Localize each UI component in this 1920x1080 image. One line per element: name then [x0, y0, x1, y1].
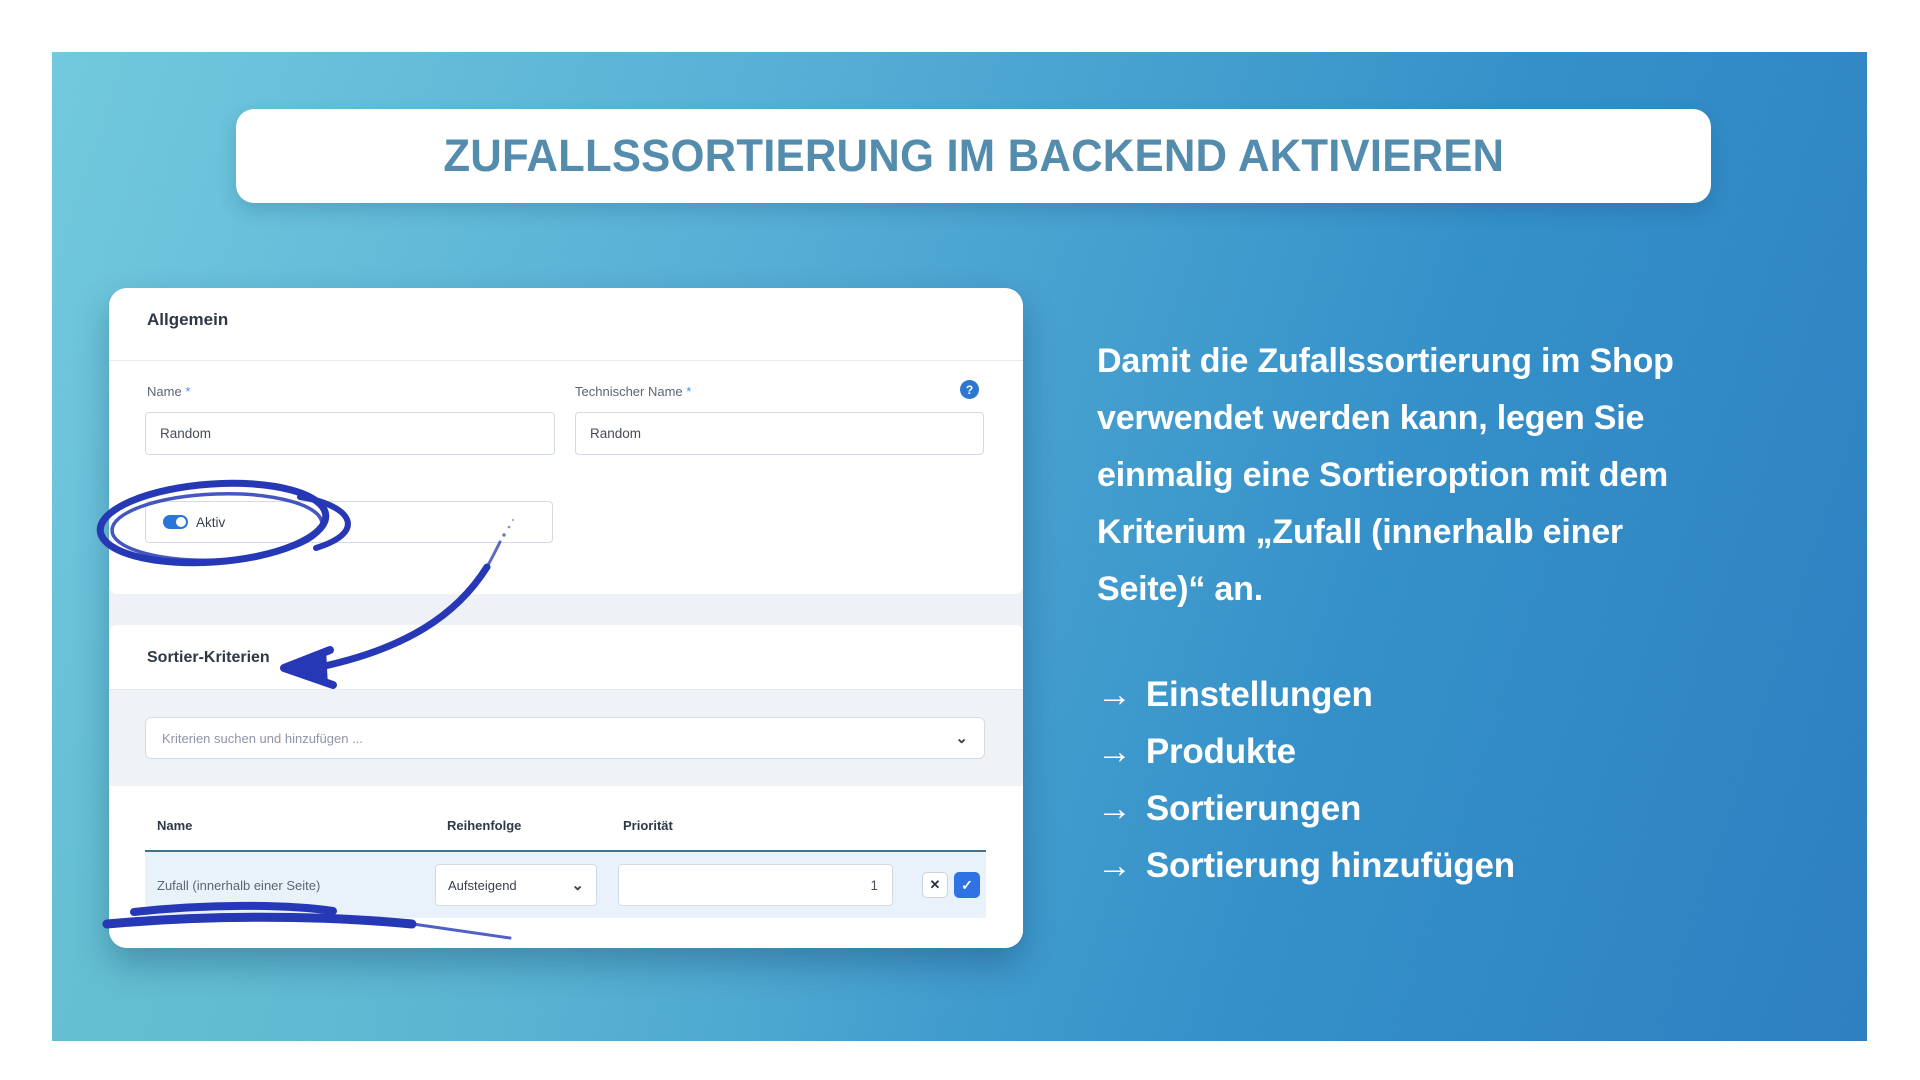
chevron-down-icon: ⌄ [571, 876, 584, 894]
column-header-name: Name [157, 818, 193, 833]
description-line: Kriterium „Zufall (innerhalb einer [1097, 513, 1623, 551]
backend-screenshot: Allgemein Name * Technischer Name * ? [109, 288, 1023, 948]
close-icon: ✕ [929, 877, 941, 892]
active-label: Aktiv [196, 514, 226, 530]
description-line: verwendet werden kann, legen Sie [1097, 399, 1645, 437]
name-input[interactable] [145, 412, 555, 455]
step-sortierung-hinzufuegen: → Sortierung hinzufügen [1097, 846, 1515, 885]
order-select[interactable]: Aufsteigend ⌄ [435, 864, 597, 906]
description-text: Damit die Zufallssortierung im Shop verw… [1097, 333, 1674, 618]
arrow-right-icon: → [1097, 732, 1132, 771]
criteria-search-input[interactable] [162, 730, 956, 746]
active-field: Aktiv [145, 501, 553, 543]
required-asterisk: * [185, 384, 191, 399]
criteria-toolbar: ⌄ [109, 690, 1023, 786]
criteria-heading: Sortier-Kriterien [147, 649, 270, 666]
column-header-priority: Priorität [623, 818, 673, 833]
header-divider [145, 850, 986, 852]
check-icon: ✓ [961, 876, 973, 893]
sort-criteria-card: Sortier-Kriterien ⌄ Name Reihenfolge Pri… [109, 625, 1023, 948]
technical-name-input[interactable] [575, 412, 984, 455]
description-line: Seite)“ an. [1097, 570, 1263, 608]
name-label: Name * [147, 384, 191, 399]
step-sortierungen: → Sortierungen [1097, 789, 1362, 828]
divider [109, 689, 1023, 690]
toggle-knob [176, 517, 186, 527]
background: ZUFALLSSORTIERUNG IM BACKEND AKTIVIEREN … [52, 52, 1867, 1041]
criteria-search[interactable]: ⌄ [145, 717, 985, 759]
arrow-right-icon: → [1097, 675, 1132, 714]
navigation-steps: → Einstellungen → Produkte → Sortierungen →… [1097, 666, 1515, 894]
technical-name-label: Technischer Name * [575, 384, 692, 399]
step-einstellungen: → Einstellungen [1097, 675, 1373, 714]
step-produkte: → Produkte [1097, 732, 1296, 771]
divider [109, 360, 1023, 361]
description-line: Damit die Zufallssortierung im Shop [1097, 342, 1674, 380]
criterion-name: Zufall (innerhalb einer Seite) [157, 877, 321, 893]
general-card: Allgemein Name * Technischer Name * ? [109, 288, 1023, 594]
priority-input[interactable] [618, 864, 893, 906]
title-banner: ZUFALLSSORTIERUNG IM BACKEND AKTIVIEREN [236, 109, 1711, 203]
remove-row-button[interactable]: ✕ [922, 872, 948, 898]
help-icon[interactable]: ? [960, 380, 979, 399]
arrow-right-icon: → [1097, 789, 1132, 828]
table-row: Zufall (innerhalb einer Seite) Aufsteige… [145, 852, 986, 918]
row-checkbox[interactable]: ✓ [954, 872, 980, 898]
active-toggle[interactable] [163, 515, 188, 529]
column-header-order: Reihenfolge [447, 818, 522, 833]
criteria-table: Name Reihenfolge Priorität Zufall (inner… [109, 786, 1023, 948]
page-title: ZUFALLSSORTIERUNG IM BACKEND AKTIVIEREN [443, 130, 1504, 181]
description-line: einmalig eine Sortieroption mit dem [1097, 456, 1669, 494]
general-heading: Allgemein [147, 310, 229, 329]
required-asterisk: * [686, 384, 692, 399]
arrow-right-icon: → [1097, 846, 1132, 885]
chevron-down-icon[interactable]: ⌄ [955, 729, 968, 747]
